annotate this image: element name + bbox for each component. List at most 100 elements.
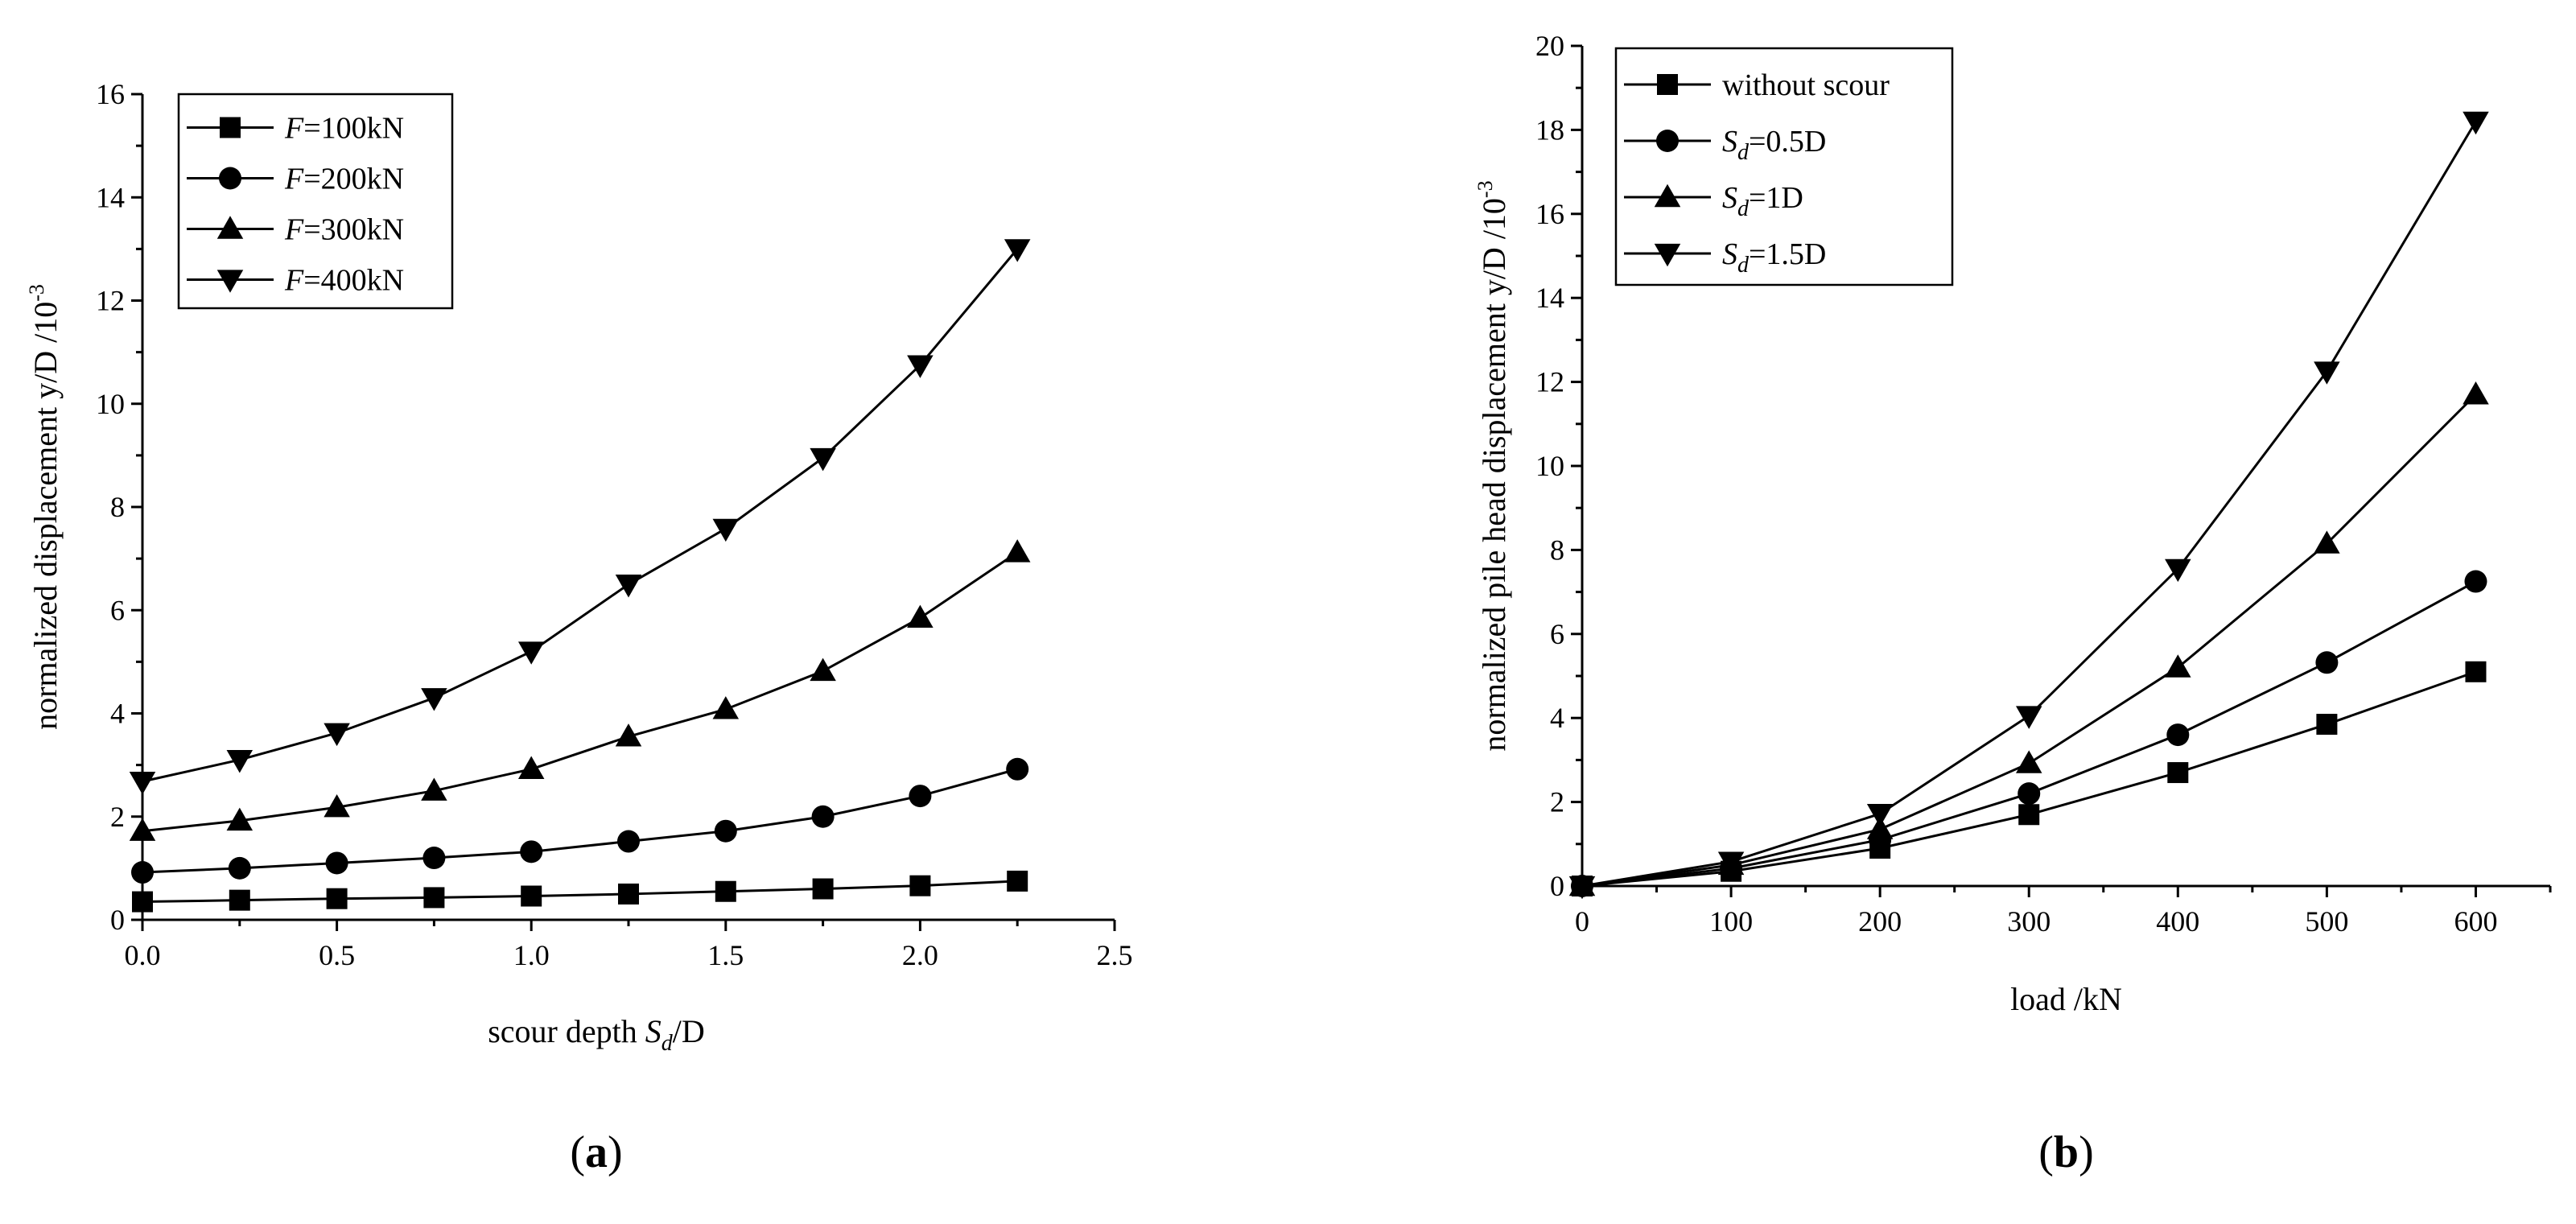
- data-point: [2314, 361, 2340, 385]
- y-tick-label: 14: [1535, 282, 1564, 314]
- data-point: [810, 447, 836, 472]
- legend-marker: [1657, 74, 1678, 95]
- legend-marker: [216, 270, 244, 293]
- data-point: [714, 819, 737, 843]
- y-tick-label: 4: [1550, 702, 1564, 734]
- y-tick-label: 16: [96, 78, 125, 110]
- data-point: [226, 750, 253, 773]
- legend-marker: [1656, 130, 1679, 152]
- data-point: [907, 355, 934, 378]
- data-point: [2316, 714, 2338, 736]
- data-point: [129, 771, 156, 795]
- data-point: [810, 657, 836, 682]
- data-point: [811, 805, 835, 828]
- data-point: [909, 785, 932, 808]
- x-tick-label: 2.5: [1097, 939, 1133, 971]
- y-tick-label: 16: [1535, 198, 1564, 230]
- data-point: [517, 641, 545, 665]
- y-tick-label: 10: [96, 388, 125, 420]
- panel-b-chart: 0 100 200 300 400 500 600 0 2 4 6 8 10 12 14 16 18 20 with…: [1473, 30, 2552, 1177]
- data-point: [421, 777, 447, 801]
- y-tick-label: 6: [1550, 618, 1564, 650]
- y-tick-label: 2: [1550, 786, 1564, 818]
- x-tick-label: 0: [1575, 905, 1589, 938]
- data-point: [229, 889, 250, 911]
- series-line-4: [142, 248, 1019, 783]
- data-point: [715, 880, 736, 902]
- data-point: [1006, 757, 1029, 781]
- legend-label: without scour: [1722, 68, 1890, 102]
- y-tick-label: 12: [1535, 366, 1564, 398]
- x-tick-label: 400: [2156, 905, 2199, 938]
- data-point: [324, 793, 350, 818]
- data-point: [1004, 539, 1031, 563]
- y-tick-label: 20: [1535, 30, 1564, 62]
- series-line-1: [1581, 670, 2476, 888]
- series-line-2: [142, 768, 1018, 874]
- data-point: [129, 818, 156, 841]
- legend-label: F=300kN: [284, 213, 404, 247]
- legend: without scour Sd=0.5D Sd=1D Sd=1.5D: [1614, 47, 1954, 286]
- data-point: [907, 604, 934, 628]
- data-point: [517, 756, 545, 779]
- data-point: [712, 696, 740, 719]
- data-point: [423, 887, 445, 909]
- panel-label: (a): [570, 1127, 622, 1177]
- y-tick-label: 14: [96, 181, 125, 213]
- panel-a-chart: 0.0 0.5 1.0 1.5 2.0 2.50246810121416F=100kNF=…: [25, 78, 1133, 1177]
- data-point: [325, 851, 348, 875]
- x-tick-label: 2.0: [902, 939, 938, 971]
- x-tick-label: 1.0: [513, 939, 550, 971]
- y-tick-label: 18: [1535, 113, 1564, 146]
- data-point: [1866, 804, 1894, 827]
- legend-marker: [219, 167, 241, 190]
- data-point: [2018, 804, 2040, 826]
- x-tick-label: 1.5: [707, 939, 744, 971]
- data-point: [521, 885, 542, 907]
- y-tick-label: 12: [96, 285, 125, 317]
- data-point: [226, 807, 253, 831]
- legend-label: F=200kN: [284, 163, 404, 196]
- data-point: [422, 847, 446, 870]
- y-tick-label: 2: [110, 801, 125, 833]
- data-point: [2165, 654, 2191, 678]
- data-point: [2167, 762, 2189, 784]
- legend-label: Sd=0.5D: [1722, 125, 1826, 165]
- x-tick-label: 200: [1858, 905, 1902, 938]
- y-tick-label: 8: [110, 491, 125, 523]
- y-tick-label: 6: [110, 594, 125, 626]
- series-line-1: [142, 880, 1018, 904]
- x-axis-title: scour depth Sd/D: [488, 1013, 705, 1056]
- data-point: [2463, 111, 2489, 135]
- data-point: [615, 575, 642, 598]
- x-tick-label: 600: [2454, 905, 2497, 938]
- legend-label: F=100kN: [284, 112, 404, 146]
- data-point: [326, 888, 348, 909]
- legend-label: Sd=1.5D: [1722, 237, 1826, 278]
- series-line-2: [1581, 580, 2477, 888]
- data-point: [712, 518, 740, 542]
- data-point: [2018, 782, 2041, 806]
- data-point: [2166, 723, 2190, 747]
- x-axis-title: load /kN: [2010, 981, 2122, 1017]
- data-point: [2315, 651, 2339, 674]
- data-point: [2015, 750, 2042, 773]
- x-tick-label: 0.0: [125, 939, 161, 971]
- x-tick-label: 100: [1709, 905, 1753, 938]
- data-point: [812, 878, 834, 900]
- legend: F=100kN F=200kN F=300kN F=400kN: [177, 93, 454, 310]
- y-tick-label: 0: [1550, 870, 1564, 902]
- series-line-3: [142, 551, 1019, 833]
- y-tick-label: 10: [1535, 450, 1564, 482]
- data-point: [2465, 661, 2487, 682]
- data-point: [617, 830, 640, 853]
- y-axis-title: normalized displacement y/D /10-3: [25, 284, 64, 730]
- y-tick-label: 4: [110, 698, 125, 730]
- data-point: [520, 840, 543, 863]
- y-tick-label: 8: [1550, 534, 1564, 566]
- data-point: [132, 891, 153, 913]
- legend-label: F=400kN: [284, 264, 404, 298]
- data-point: [324, 723, 350, 747]
- legend-marker: [216, 216, 244, 239]
